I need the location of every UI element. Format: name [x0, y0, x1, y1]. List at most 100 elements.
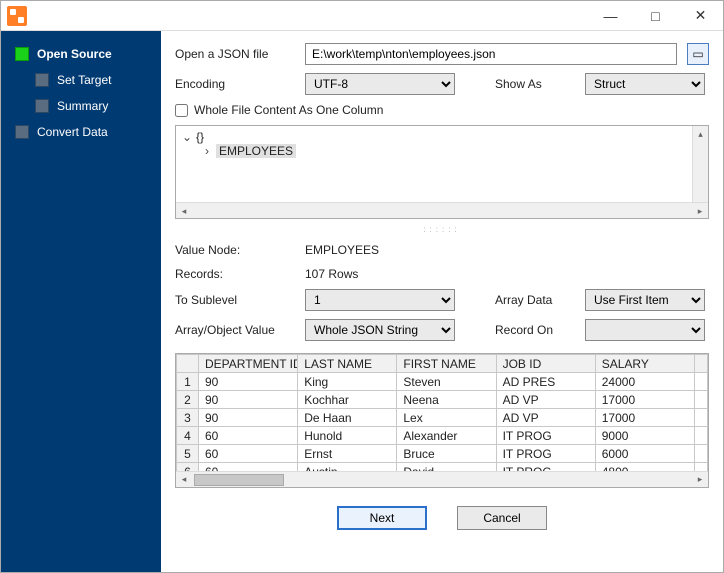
wizard-footer: Next Cancel	[175, 496, 709, 536]
column-header-stub	[695, 355, 708, 373]
cancel-button[interactable]: Cancel	[457, 506, 547, 530]
table-cell[interactable]: Bruce	[397, 445, 496, 463]
table-cell-stub	[695, 445, 708, 463]
sidebar-item-set-target[interactable]: Set Target	[1, 67, 161, 93]
table-row[interactable]: 390De HaanLexAD VP17000	[177, 409, 708, 427]
column-header[interactable]: JOB ID	[496, 355, 595, 373]
table-cell[interactable]: 90	[199, 409, 298, 427]
minimize-button[interactable]: —	[588, 1, 633, 31]
sidebar-item-open-source[interactable]: Open Source	[1, 41, 161, 67]
table-cell-stub	[695, 427, 708, 445]
table-cell[interactable]: 17000	[595, 409, 694, 427]
step-indicator-icon	[15, 125, 29, 139]
records-value: 107 Rows	[305, 267, 709, 281]
table-cell[interactable]: Alexander	[397, 427, 496, 445]
record-on-select[interactable]	[585, 319, 705, 341]
table-cell[interactable]: AD PRES	[496, 373, 595, 391]
tree-expand-icon[interactable]: ›	[202, 144, 212, 158]
table-cell[interactable]: King	[298, 373, 397, 391]
step-indicator-icon	[15, 47, 29, 61]
main-panel: Open a JSON file ▭ Encoding UTF-8 Show A…	[161, 31, 723, 572]
table-row[interactable]: 560ErnstBruceIT PROG6000	[177, 445, 708, 463]
show-as-label: Show As	[495, 77, 575, 91]
column-header[interactable]: SALARY	[595, 355, 694, 373]
record-on-label: Record On	[495, 323, 575, 337]
step-indicator-icon	[35, 73, 49, 87]
table-row[interactable]: 190KingStevenAD PRES24000	[177, 373, 708, 391]
array-data-label: Array Data	[495, 293, 575, 307]
encoding-select[interactable]: UTF-8	[305, 73, 455, 95]
show-as-select[interactable]: Struct	[585, 73, 705, 95]
sidebar-item-convert-data[interactable]: Convert Data	[1, 119, 161, 145]
browse-button[interactable]: ▭	[687, 43, 709, 65]
scroll-up-icon[interactable]: ▴	[693, 126, 708, 142]
grid-horizontal-scrollbar[interactable]: ◂ ▸	[176, 471, 708, 487]
sidebar-item-label: Open Source	[37, 47, 112, 61]
scroll-right-icon[interactable]: ▸	[692, 474, 708, 485]
table-cell[interactable]: AD VP	[496, 409, 595, 427]
column-header[interactable]: DEPARTMENT ID	[199, 355, 298, 373]
table-row[interactable]: 460HunoldAlexanderIT PROG9000	[177, 427, 708, 445]
maximize-button[interactable]: □	[633, 1, 678, 31]
row-number-cell: 2	[177, 391, 199, 409]
scroll-left-icon[interactable]: ◂	[176, 474, 192, 485]
wizard-sidebar: Open Source Set Target Summary Convert D…	[1, 31, 161, 572]
column-header[interactable]: LAST NAME	[298, 355, 397, 373]
json-tree[interactable]: ⌄ {} › EMPLOYEES ▴ ◂ ▸	[175, 125, 709, 219]
scroll-left-icon[interactable]: ◂	[176, 203, 192, 218]
table-cell[interactable]: Ernst	[298, 445, 397, 463]
to-sublevel-label: To Sublevel	[175, 293, 295, 307]
table-cell[interactable]: Steven	[397, 373, 496, 391]
close-button[interactable]: ✕	[678, 1, 723, 31]
tree-vertical-scrollbar[interactable]: ▴	[692, 126, 708, 202]
array-object-select[interactable]: Whole JSON String	[305, 319, 455, 341]
open-file-label: Open a JSON file	[175, 47, 295, 61]
app-window: — □ ✕ Open Source Set Target Summary Con…	[0, 0, 724, 573]
table-cell[interactable]: AD VP	[496, 391, 595, 409]
table-cell[interactable]: 90	[199, 391, 298, 409]
table-cell[interactable]: Kochhar	[298, 391, 397, 409]
sidebar-item-label: Set Target	[57, 73, 111, 87]
table-cell[interactable]: Hunold	[298, 427, 397, 445]
row-number-cell: 5	[177, 445, 199, 463]
tree-node-employees[interactable]: EMPLOYEES	[216, 144, 296, 158]
to-sublevel-select[interactable]: 1	[305, 289, 455, 311]
scrollbar-thumb[interactable]	[194, 474, 284, 486]
table-cell[interactable]: 17000	[595, 391, 694, 409]
table-cell[interactable]: IT PROG	[496, 427, 595, 445]
scroll-right-icon[interactable]: ▸	[692, 203, 708, 218]
whole-file-checkbox[interactable]	[175, 104, 188, 117]
row-number-cell: 4	[177, 427, 199, 445]
table-cell[interactable]: 6000	[595, 445, 694, 463]
title-bar: — □ ✕	[1, 1, 723, 31]
row-number-cell: 1	[177, 373, 199, 391]
table-cell-stub	[695, 373, 708, 391]
sidebar-item-label: Summary	[57, 99, 108, 113]
tree-horizontal-scrollbar[interactable]: ◂ ▸	[176, 202, 708, 218]
table-cell[interactable]: De Haan	[298, 409, 397, 427]
row-number-header	[177, 355, 199, 373]
sidebar-item-summary[interactable]: Summary	[1, 93, 161, 119]
table-cell-stub	[695, 409, 708, 427]
table-cell[interactable]: 90	[199, 373, 298, 391]
table-row[interactable]: 290KochharNeenaAD VP17000	[177, 391, 708, 409]
table-cell[interactable]: 60	[199, 445, 298, 463]
sidebar-item-label: Convert Data	[37, 125, 108, 139]
table-cell[interactable]: 9000	[595, 427, 694, 445]
tree-collapse-icon[interactable]: ⌄	[182, 130, 192, 144]
array-data-select[interactable]: Use First Item	[585, 289, 705, 311]
table-cell-stub	[695, 391, 708, 409]
table-cell[interactable]: 24000	[595, 373, 694, 391]
table-cell[interactable]: Lex	[397, 409, 496, 427]
table-cell[interactable]: 60	[199, 427, 298, 445]
table-header-row: DEPARTMENT ID LAST NAME FIRST NAME JOB I…	[177, 355, 708, 373]
file-path-input[interactable]	[305, 43, 677, 65]
array-object-label: Array/Object Value	[175, 323, 295, 337]
encoding-label: Encoding	[175, 77, 295, 91]
table-cell[interactable]: IT PROG	[496, 445, 595, 463]
table-cell[interactable]: Neena	[397, 391, 496, 409]
data-table: DEPARTMENT ID LAST NAME FIRST NAME JOB I…	[176, 354, 708, 481]
splitter-grip[interactable]: ::::::	[175, 227, 709, 233]
next-button[interactable]: Next	[337, 506, 427, 530]
column-header[interactable]: FIRST NAME	[397, 355, 496, 373]
